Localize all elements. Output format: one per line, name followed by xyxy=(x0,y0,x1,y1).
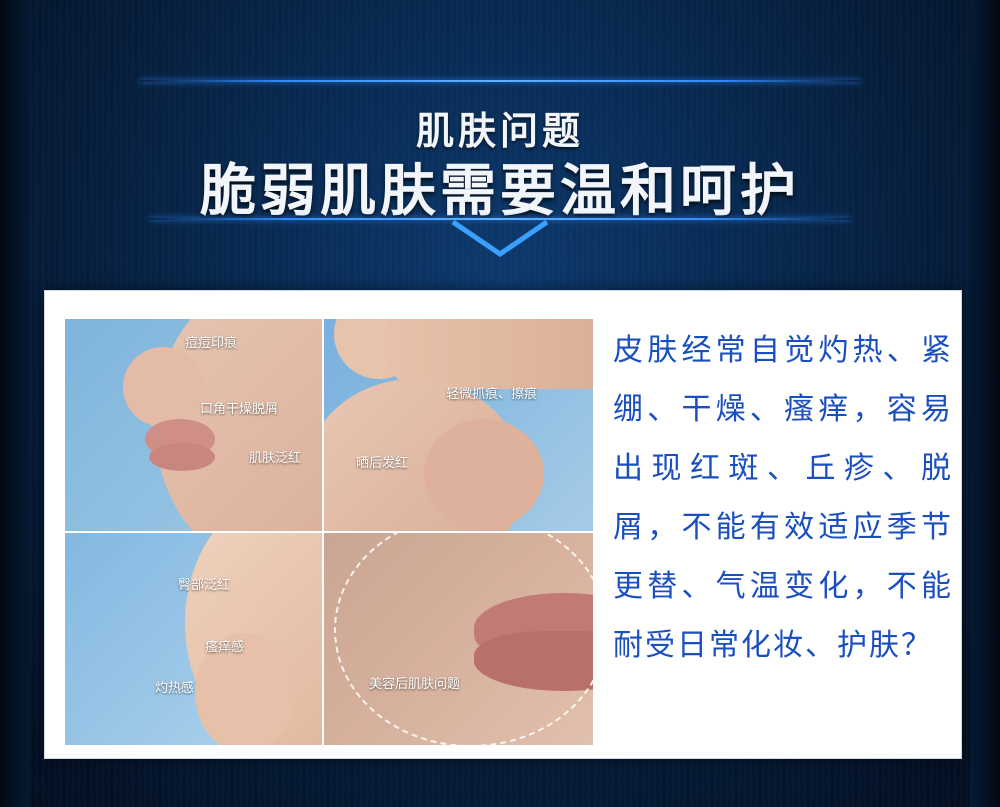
label-post-cosmetic-issues: 美容后肌肤问题 xyxy=(369,677,461,692)
header-title: 脆弱肌肤需要温和呵护 xyxy=(200,159,800,224)
photo-lips: 美容后肌肤问题 xyxy=(324,533,593,745)
photo-baby: 臀部泛红 瘙痒感 灼热感 xyxy=(65,533,322,745)
photo-arm: 轻微抓痕、擦痕 晒后发红 xyxy=(324,319,593,531)
label-sunburn-redness: 晒后发红 xyxy=(356,456,409,471)
label-burning: 灼热感 xyxy=(155,681,195,696)
left-frame-edge xyxy=(0,0,30,807)
chevron-down-icon xyxy=(451,219,549,258)
content-card: 痘痘印痕 口角干燥脱屑 肌肤泛红 轻微抓痕、擦痕 晒后发红 臀部泛红 瘙痒感 灼… xyxy=(44,290,962,759)
label-itching: 瘙痒感 xyxy=(205,640,245,655)
label-acne-marks: 痘痘印痕 xyxy=(185,336,238,351)
label-scratches: 轻微抓痕、擦痕 xyxy=(446,387,538,402)
bottom-divider-line xyxy=(150,218,850,220)
label-dry-peeling: 口角干燥脱屑 xyxy=(200,402,279,417)
top-divider-line xyxy=(140,80,860,82)
photo-face: 痘痘印痕 口角干燥脱屑 肌肤泛红 xyxy=(65,319,322,531)
header-subtitle: 肌肤问题 xyxy=(415,109,584,153)
label-buttock-redness: 臀部泛红 xyxy=(178,578,231,593)
label-redness: 肌肤泛红 xyxy=(249,451,302,466)
description-text: 皮肤经常自觉灼热、紧绷、干燥、瘙痒，容易出现红斑、丘疹、脱屑，不能有效适应季节更… xyxy=(613,333,953,663)
